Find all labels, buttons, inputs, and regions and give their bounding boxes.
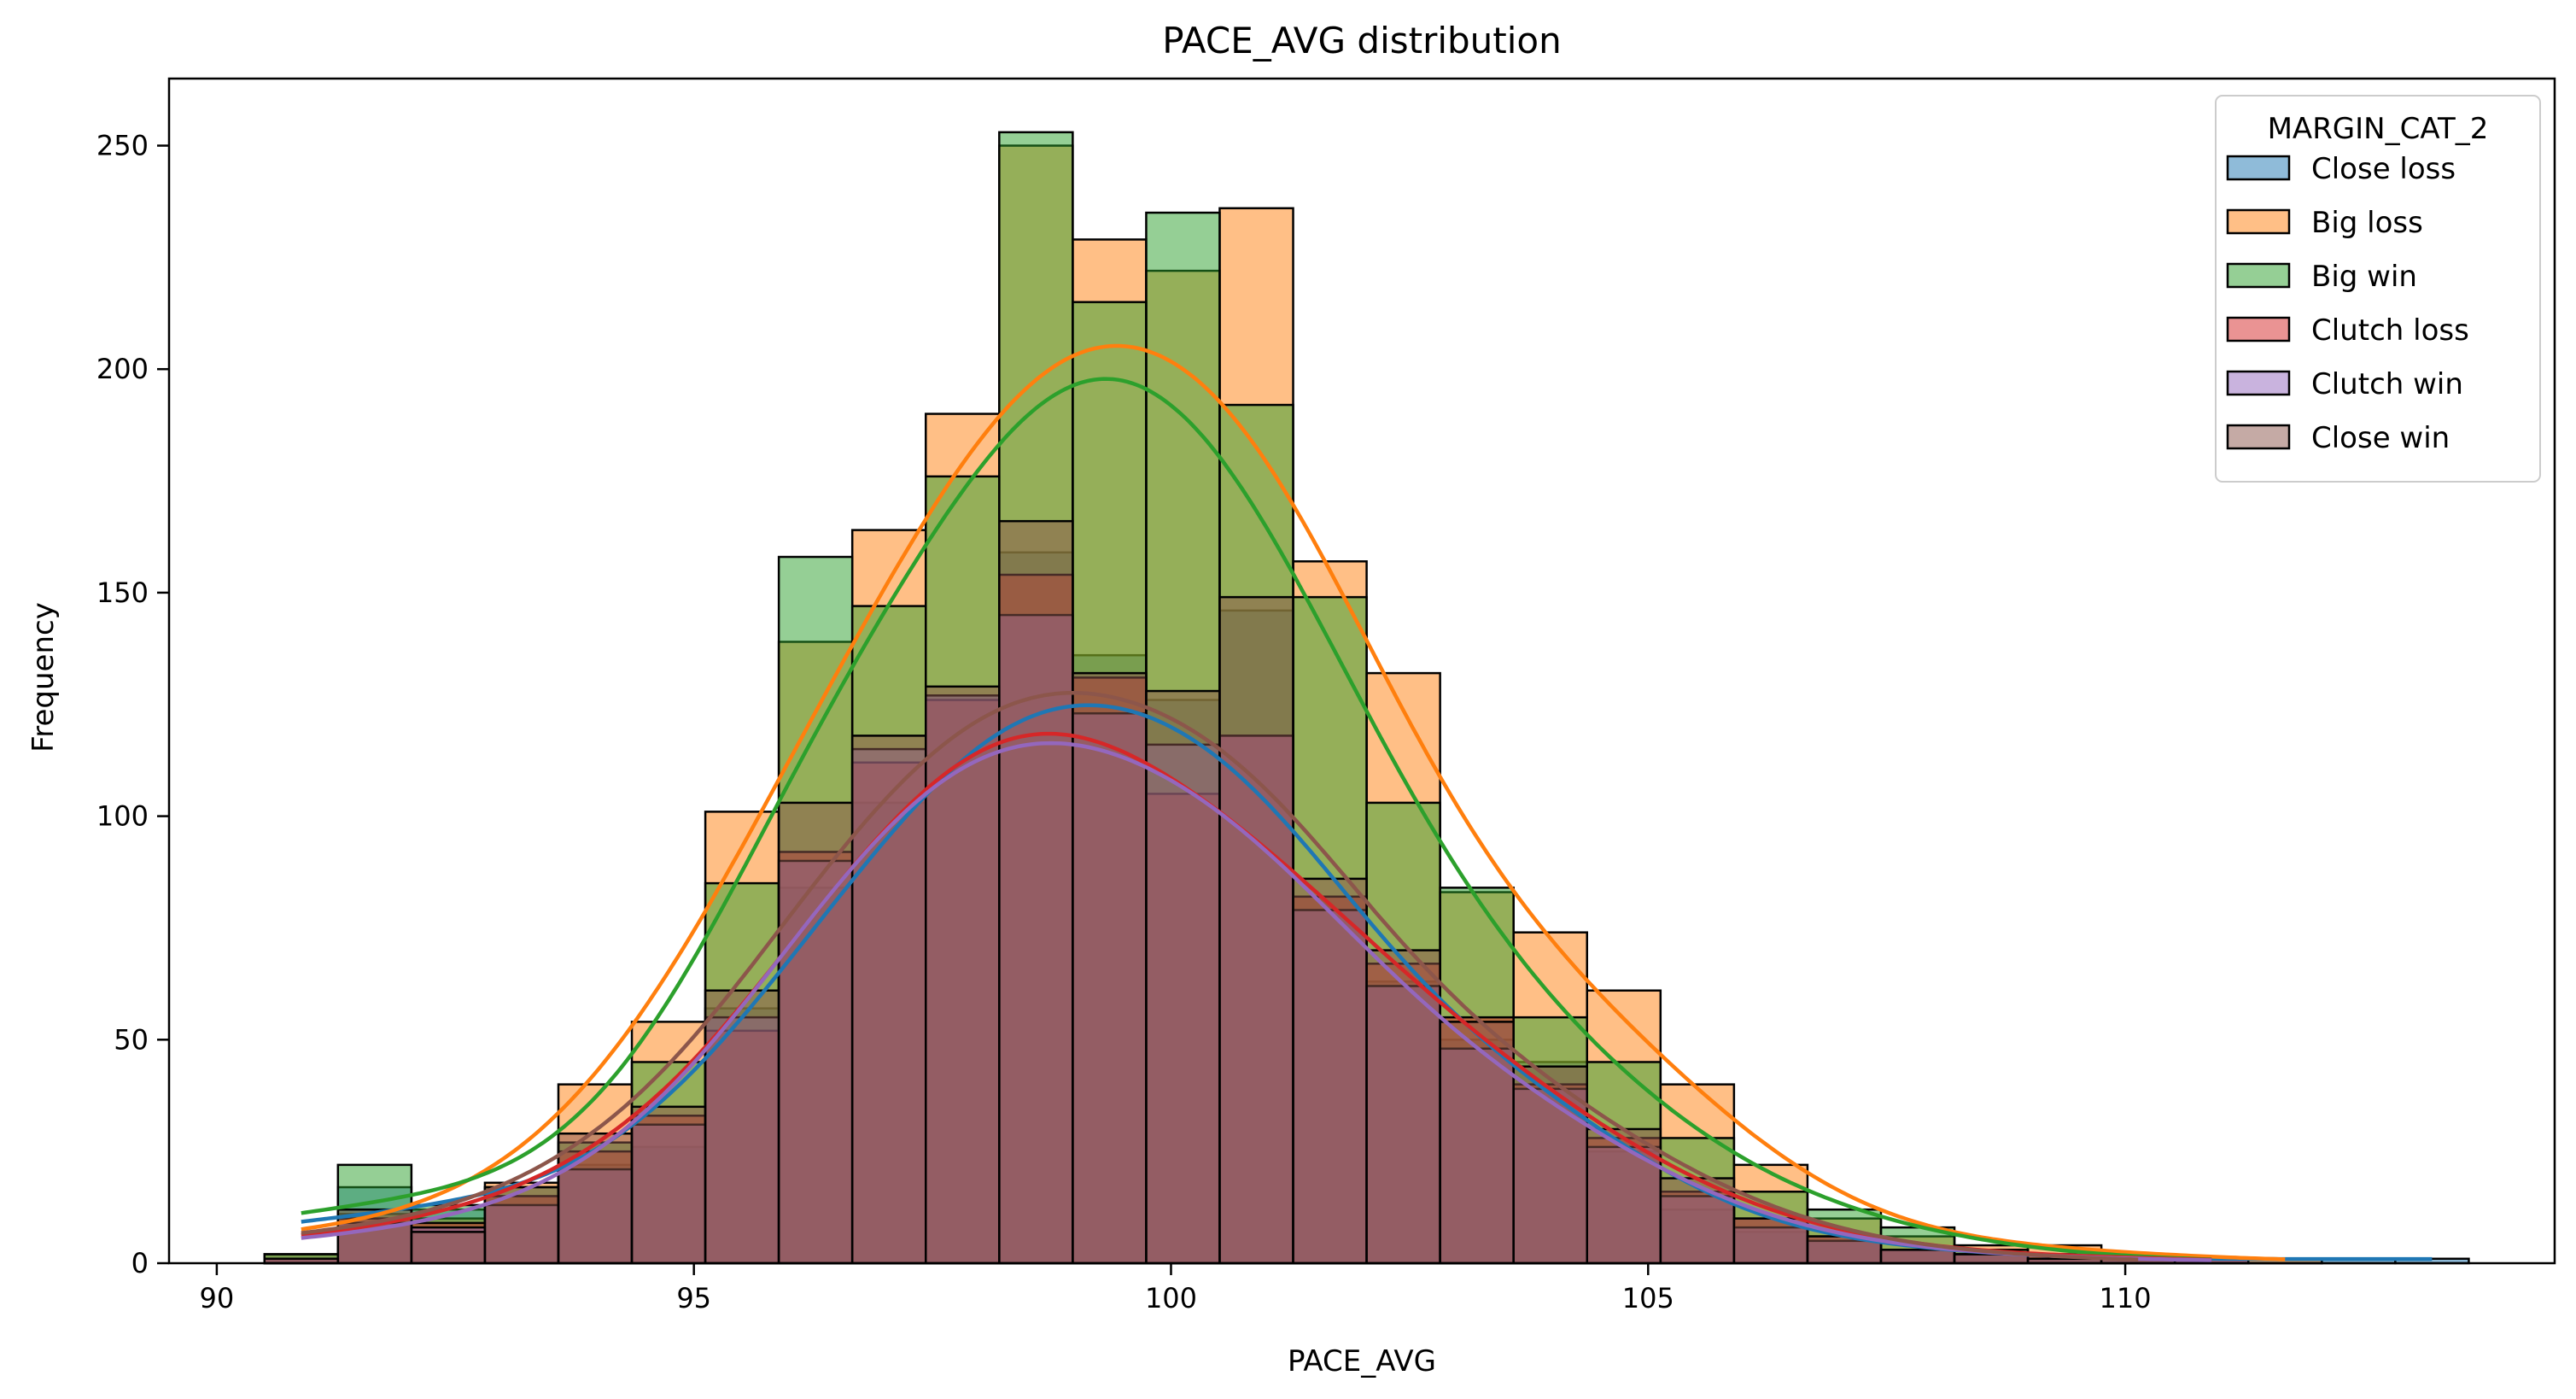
y-axis-label: Frequency (26, 602, 61, 752)
x-tick-label: 100 (1145, 1282, 1197, 1314)
histogram-bar (483, 1185, 560, 1265)
histogram-bar (410, 1231, 487, 1265)
kde-line-clutch-win (301, 740, 2212, 1262)
axis-ticks: 90 95 100 105 110 0 50 100 150 200 250 (96, 130, 2152, 1314)
histogram-bar (704, 989, 780, 1265)
histogram-bar (777, 801, 854, 1265)
y-tick-label: 150 (96, 577, 149, 609)
legend-swatch (2226, 262, 2291, 289)
histogram-bar (1218, 595, 1294, 1265)
legend-label: Clutch loss (2311, 313, 2469, 348)
histogram-bar (1072, 671, 1148, 1265)
legend-swatch (2226, 316, 2291, 342)
y-tick-label: 200 (96, 353, 149, 385)
legend-label: Big loss (2311, 206, 2423, 240)
y-tick-label: 250 (96, 130, 149, 162)
kde-curves (301, 343, 2433, 1262)
x-axis-label: PACE_AVG (1288, 1344, 1436, 1379)
x-tick-label: 105 (1622, 1282, 1674, 1314)
legend-label: Clutch win (2311, 367, 2463, 401)
histogram-bar (998, 519, 1074, 1265)
x-tick-label: 95 (676, 1282, 711, 1314)
histogram-bar (1292, 877, 1368, 1265)
legend-label: Close loss (2311, 152, 2456, 186)
legend-swatch (2226, 370, 2291, 396)
histogram-bar (557, 1132, 634, 1265)
legend-label: Big win (2311, 260, 2417, 294)
x-tick-label: 110 (2100, 1282, 2152, 1314)
legend-swatch (2226, 424, 2291, 450)
histogram-bars (263, 131, 2470, 1265)
legend-title: MARGIN_CAT_2 (2268, 112, 2489, 146)
chart-title: PACE_AVG distribution (1162, 20, 1562, 61)
histogram-bar (1145, 689, 1221, 1265)
kde-line-close-win (301, 690, 2139, 1261)
histogram-bar (1879, 1249, 1956, 1265)
y-tick-label: 50 (114, 1023, 149, 1056)
histogram-bar (925, 685, 1001, 1265)
x-tick-label: 90 (200, 1282, 235, 1314)
plot-frame (167, 77, 2556, 1265)
histogram-bar (1365, 949, 1441, 1265)
legend-swatch (2226, 155, 2291, 181)
bar-series-close-win (263, 519, 2176, 1265)
legend: MARGIN_CAT_2 Close loss Big loss Big win Clu… (2215, 95, 2541, 483)
y-tick-label: 0 (131, 1247, 149, 1279)
y-tick-label: 100 (96, 800, 149, 833)
kde-line-big-loss (301, 343, 2286, 1261)
histogram-bar (1439, 1021, 1515, 1265)
histogram-bar (850, 735, 927, 1265)
legend-label: Close win (2311, 421, 2450, 455)
legend-frame (2215, 95, 2541, 483)
kde-line-big-win (301, 377, 2212, 1261)
legend-swatch (2226, 208, 2291, 235)
histogram-bar (630, 1105, 707, 1265)
